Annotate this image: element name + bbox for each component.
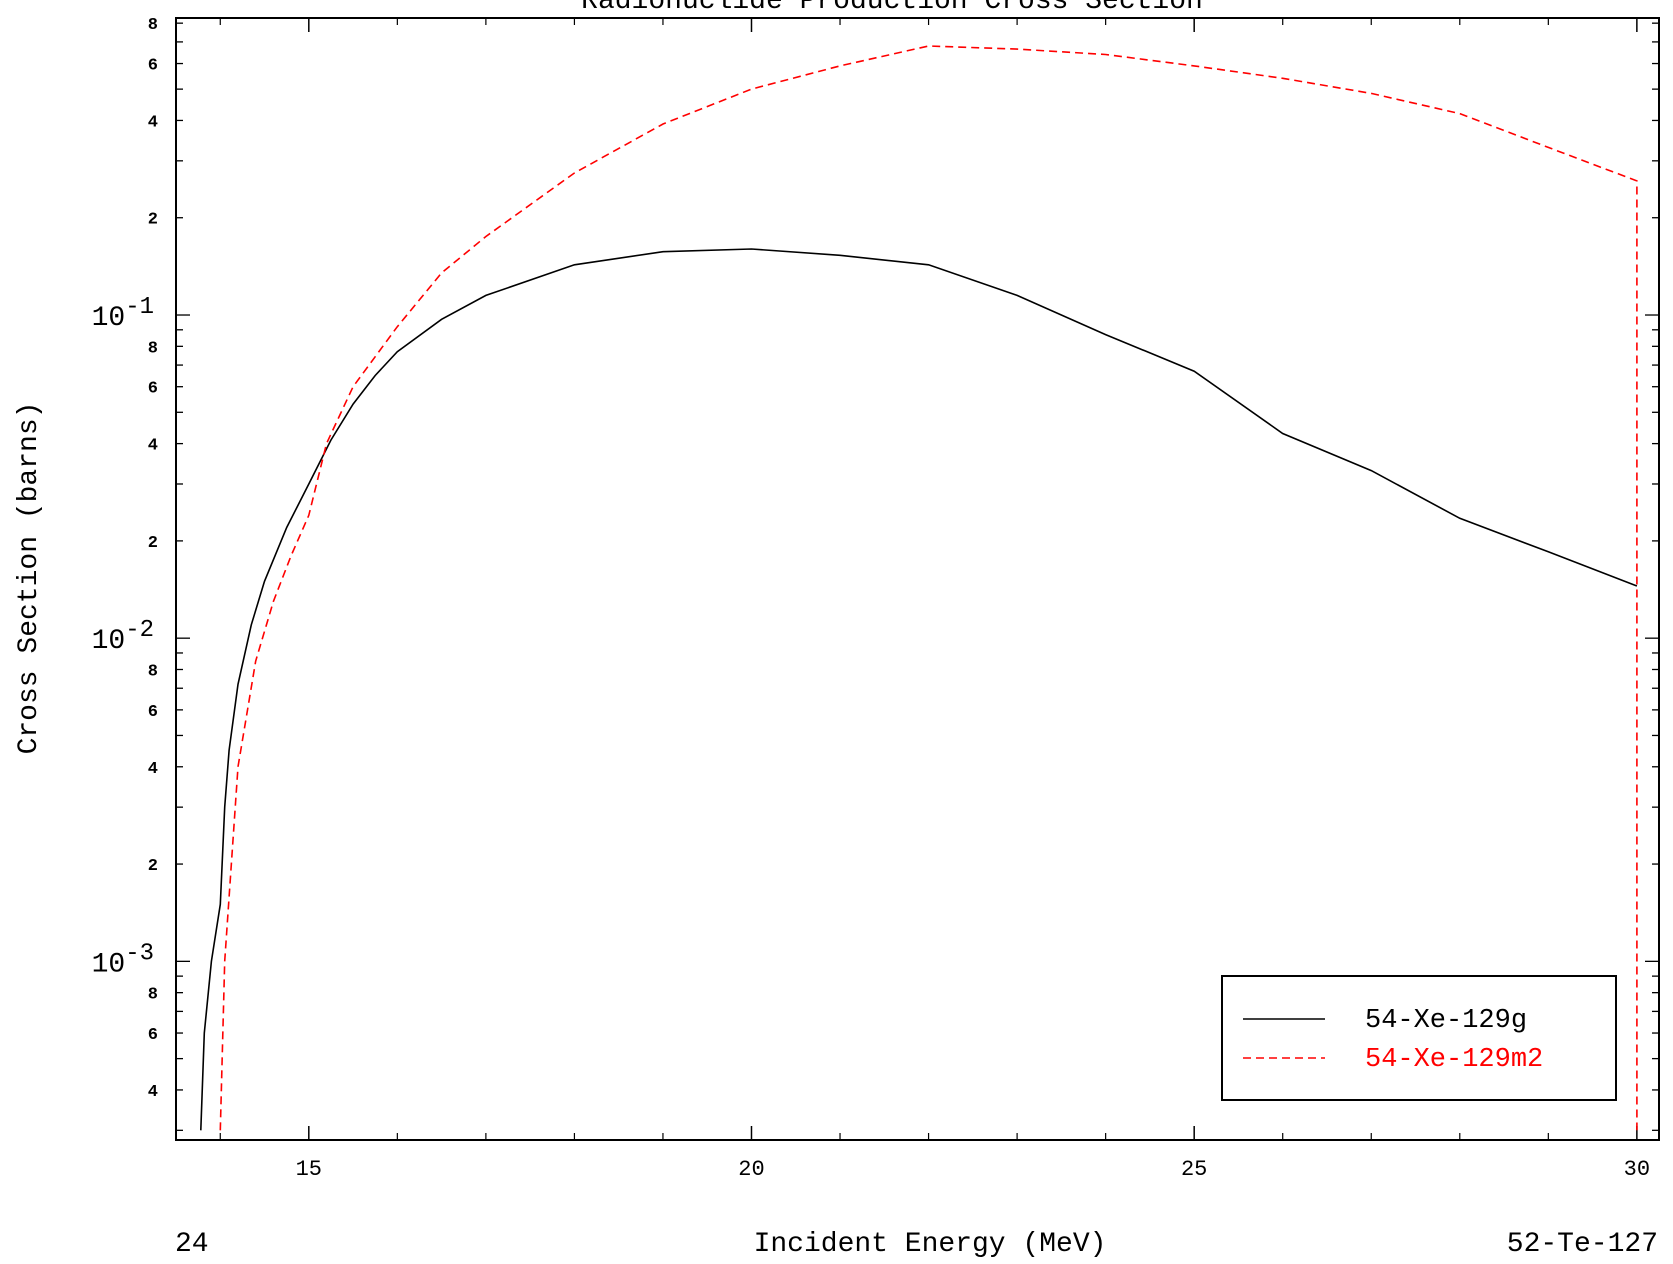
x-tick-label: 20 xyxy=(738,1157,764,1182)
y-minor-label: 8 xyxy=(148,986,158,1005)
y-minor-label: 4 xyxy=(148,1083,158,1102)
y-minor-label: 2 xyxy=(148,857,158,876)
y-minor-label: 6 xyxy=(148,57,158,76)
series-layer xyxy=(200,45,1638,1131)
x-axis-title: Incident Energy (MeV) xyxy=(754,1229,1107,1260)
x-tick-label: 25 xyxy=(1181,1157,1207,1182)
y-decade-label: 10-3 xyxy=(92,940,154,980)
y-minor-label: 4 xyxy=(148,113,158,132)
y-minor-label: 4 xyxy=(148,437,158,456)
y-decade-label: 10-1 xyxy=(92,294,154,334)
y-minor-label: 4 xyxy=(148,760,158,779)
y-minor-label: 8 xyxy=(148,662,158,681)
y-axis-title: Cross Section (barns) xyxy=(14,402,45,755)
legend-box xyxy=(1221,975,1617,1101)
legend-label-xe129g: 54-Xe-129g xyxy=(1365,1006,1527,1036)
series-line-54-xe-129g xyxy=(200,248,1638,1131)
legend: 54-Xe-129g 54-Xe-129m2 xyxy=(1221,975,1617,1101)
chart-title: Radionuclide Production Cross Section xyxy=(581,0,1203,17)
y-minor-label: 8 xyxy=(148,339,158,358)
y-minor-label: 2 xyxy=(148,211,158,230)
tick-labels: 15 20 25 30 10-1 10-2 10-3 8 6 4 2 8 6 4 2 8 6 4 2 8 6 4 xyxy=(92,16,1650,1182)
footer-right-label: 52-Te-127 xyxy=(1507,1229,1658,1260)
plot-frame xyxy=(175,17,1660,1141)
y-minor-label: 2 xyxy=(148,534,158,553)
series-line-54-xe-129m2 xyxy=(219,45,1638,1131)
y-minor-label: 8 xyxy=(148,16,158,35)
legend-label-xe129m2: 54-Xe-129m2 xyxy=(1365,1045,1543,1075)
footer-left-label: 24 xyxy=(175,1229,209,1260)
y-minor-label: 6 xyxy=(148,1026,158,1045)
y-decade-label: 10-2 xyxy=(92,617,154,657)
x-tick-label: 15 xyxy=(296,1157,322,1182)
y-minor-label: 6 xyxy=(148,380,158,399)
y-minor-label: 6 xyxy=(148,703,158,722)
x-tick-label: 30 xyxy=(1624,1157,1650,1182)
axis-ticks xyxy=(176,18,1659,1140)
